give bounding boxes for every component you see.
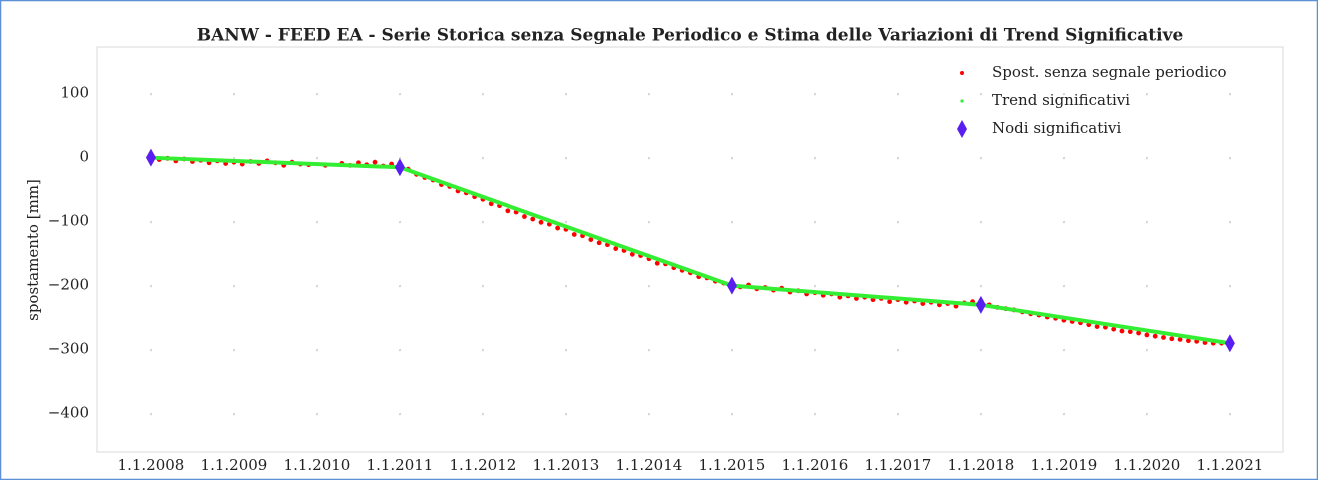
data-point	[588, 237, 594, 242]
legend-label: Spost. senza segnale periodico	[992, 63, 1227, 81]
chart-title: BANW - FEED EA - Serie Storica senza Seg…	[197, 26, 1184, 46]
y-tick-label: 100	[60, 84, 89, 102]
data-point	[1136, 330, 1141, 336]
y-tick-label: −200	[48, 276, 89, 294]
x-tick-label: 1.1.2011	[367, 456, 434, 474]
data-point	[1177, 336, 1183, 342]
data-point	[372, 159, 378, 165]
data-point	[555, 225, 561, 231]
data-point	[505, 208, 511, 214]
data-point	[1144, 332, 1150, 338]
legend-marker	[960, 99, 964, 103]
node-marker	[975, 295, 986, 314]
y-axis-label: spostamento [mm]	[24, 179, 42, 321]
data-point	[887, 299, 893, 305]
x-tick-label: 1.1.2016	[782, 456, 849, 474]
node-marker	[394, 158, 405, 177]
y-tick-label: 0	[79, 148, 89, 166]
x-tick-label: 1.1.2010	[284, 456, 351, 474]
data-point	[1127, 329, 1133, 335]
x-tick-label: 1.1.2012	[450, 456, 517, 474]
x-tick-label: 1.1.2008	[118, 456, 185, 474]
x-tick-label: 1.1.2018	[947, 456, 1014, 474]
legend-label: Nodi significativi	[992, 119, 1122, 137]
data-point	[1185, 338, 1191, 344]
node-marker	[145, 148, 156, 167]
data-point	[538, 219, 544, 225]
data-point	[1169, 336, 1175, 342]
data-point	[613, 246, 619, 251]
data-point	[1161, 335, 1166, 340]
data-point	[488, 201, 494, 207]
data-point	[1111, 326, 1117, 332]
x-tick-label: 1.1.2014	[616, 456, 683, 474]
node-marker	[726, 276, 737, 295]
x-tick-label: 1.1.2013	[533, 456, 600, 474]
x-tick-label: 1.1.2017	[865, 456, 932, 474]
data-point	[1119, 328, 1125, 334]
data-point	[629, 251, 635, 257]
legend-marker	[960, 71, 964, 75]
data-point	[654, 260, 660, 266]
data-point	[596, 240, 602, 246]
x-tick-label: 1.1.2019	[1030, 456, 1097, 474]
plot-area	[96, 46, 1284, 453]
legend-label: Trend significativi	[992, 91, 1130, 109]
data-point	[530, 216, 536, 222]
x-tick-label: 1.1.2021	[1196, 456, 1263, 474]
legend-marker	[957, 120, 967, 138]
y-tick-label: −300	[48, 340, 89, 358]
x-tick-label: 1.1.2015	[699, 456, 766, 474]
x-tick-label: 1.1.2009	[201, 456, 268, 474]
node-marker	[1224, 334, 1235, 353]
y-tick-label: −100	[48, 212, 89, 230]
data-point	[571, 232, 577, 237]
x-tick-label: 1.1.2020	[1113, 456, 1180, 474]
data-point	[522, 214, 527, 219]
data-point	[1094, 324, 1100, 329]
y-tick-label: −400	[48, 404, 89, 422]
data-point	[1152, 333, 1158, 339]
